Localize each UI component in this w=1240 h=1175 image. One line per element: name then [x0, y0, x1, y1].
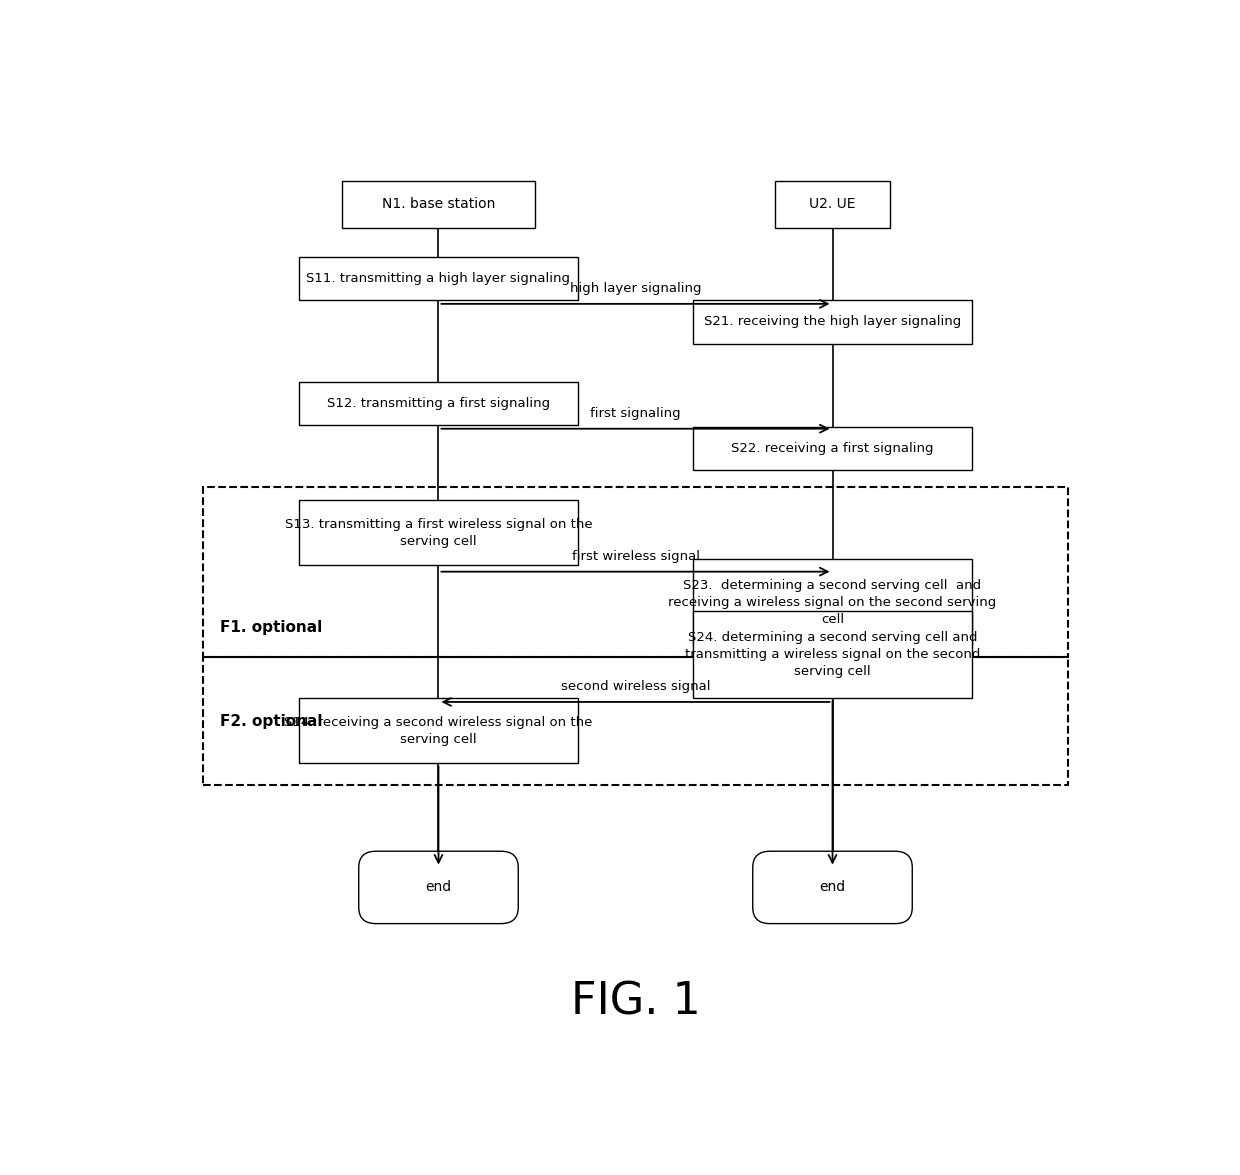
Text: end: end — [425, 880, 451, 894]
Text: S24. determining a second serving cell and
transmitting a wireless signal on the: S24. determining a second serving cell a… — [684, 631, 980, 678]
Text: S11. transmitting a high layer signaling: S11. transmitting a high layer signaling — [306, 273, 570, 286]
Text: S21. receiving the high layer signaling: S21. receiving the high layer signaling — [704, 315, 961, 329]
FancyBboxPatch shape — [342, 181, 534, 228]
FancyBboxPatch shape — [775, 181, 890, 228]
FancyBboxPatch shape — [693, 427, 972, 470]
Text: F2. optional: F2. optional — [221, 714, 322, 730]
Text: first wireless signal: first wireless signal — [572, 550, 699, 563]
FancyBboxPatch shape — [299, 698, 578, 764]
Text: FIG. 1: FIG. 1 — [570, 980, 701, 1023]
Text: F1. optional: F1. optional — [221, 620, 322, 636]
FancyBboxPatch shape — [358, 851, 518, 924]
Text: S14. receiving a second wireless signal on the
serving cell: S14. receiving a second wireless signal … — [284, 716, 593, 746]
Text: second wireless signal: second wireless signal — [560, 680, 711, 693]
Text: S23.  determining a second serving cell  and
receiving a wireless signal on the : S23. determining a second serving cell a… — [668, 579, 997, 626]
FancyBboxPatch shape — [299, 501, 578, 565]
FancyBboxPatch shape — [753, 851, 913, 924]
Text: high layer signaling: high layer signaling — [569, 282, 702, 295]
Text: N1. base station: N1. base station — [382, 197, 495, 212]
FancyBboxPatch shape — [299, 257, 578, 301]
FancyBboxPatch shape — [299, 382, 578, 425]
Text: end: end — [820, 880, 846, 894]
Text: S22. receiving a first signaling: S22. receiving a first signaling — [732, 442, 934, 455]
Text: S13. transmitting a first wireless signal on the
serving cell: S13. transmitting a first wireless signa… — [285, 518, 593, 548]
Text: U2. UE: U2. UE — [810, 197, 856, 212]
FancyBboxPatch shape — [693, 611, 972, 698]
FancyBboxPatch shape — [693, 301, 972, 343]
Text: S12. transmitting a first signaling: S12. transmitting a first signaling — [327, 397, 551, 410]
Text: first signaling: first signaling — [590, 407, 681, 419]
FancyBboxPatch shape — [693, 559, 972, 646]
